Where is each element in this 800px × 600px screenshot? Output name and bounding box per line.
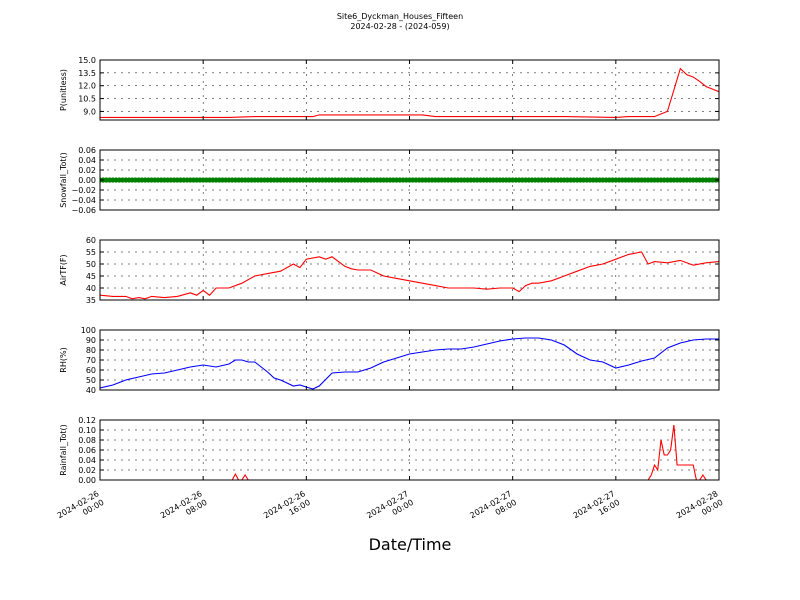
- y-axis-label: RH(%): [59, 347, 68, 372]
- y-tick-label: 0.04: [78, 156, 96, 165]
- y-tick-label: 0.00: [78, 176, 96, 185]
- y-tick-label: 0.02: [78, 166, 96, 175]
- series-line: [100, 251, 719, 300]
- y-tick-label: 0.00: [78, 476, 96, 485]
- y-tick-label: 40: [86, 284, 96, 293]
- y-tick-label: −0.04: [71, 196, 96, 205]
- y-tick-label: 100: [81, 326, 96, 335]
- series-markers: [100, 177, 719, 183]
- y-tick-label: 0.12: [78, 416, 96, 425]
- y-tick-label: 0.06: [78, 146, 96, 155]
- panel-5: 0.120.100.080.060.040.020.00 Rainfall_Tot…: [59, 416, 720, 485]
- panel-2: 0.060.040.020.00−0.02−0.04−0.06Snowfall_…: [59, 146, 720, 215]
- y-tick-label: 13.5: [78, 69, 96, 78]
- chart-subtitle: 2024-02-28 - (2024-059): [350, 22, 449, 31]
- y-tick-label: 0.08: [78, 436, 96, 445]
- y-tick-label: 9.0: [83, 107, 96, 116]
- y-tick-label: 0.04: [78, 456, 96, 465]
- y-tick-label: 0.10: [78, 426, 96, 435]
- y-tick-label: 50: [86, 376, 96, 385]
- y-tick-label: 15.0: [78, 56, 96, 65]
- chart-title: Site6_Dyckman_Houses_Fifteen: [337, 12, 463, 21]
- series-line: [100, 424, 719, 480]
- y-tick-label: 55: [86, 248, 96, 257]
- series-line: [100, 337, 719, 390]
- y-axis-label: Rainfall_Tot(): [59, 424, 68, 476]
- y-tick-label: 10.5: [78, 95, 96, 104]
- y-tick-label: −0.06: [71, 206, 96, 215]
- y-tick-label: 50: [86, 260, 96, 269]
- y-tick-label: 35: [86, 296, 96, 305]
- y-tick-label: 0.06: [78, 446, 96, 455]
- y-tick-label: 60: [86, 366, 96, 375]
- y-tick-label: 40: [86, 386, 96, 395]
- y-tick-label: 0.02: [78, 466, 96, 475]
- y-axis-label: AirTF(F): [59, 254, 68, 285]
- y-tick-label: 12.0: [78, 82, 96, 91]
- y-axis-label: P(unitless): [59, 69, 68, 111]
- y-tick-label: 70: [86, 356, 96, 365]
- panel-1: 15.0 13.5 12.0 10.5 9.0 P(unitless): [59, 56, 720, 121]
- y-axis-label: Snowfall_Tot(): [59, 152, 68, 208]
- panel-3: 60 55 50 45 40 35 AirTF(F): [59, 236, 720, 305]
- x-axis-title: Date/Time: [369, 535, 452, 554]
- y-tick-label: 60: [86, 236, 96, 245]
- y-tick-label: 90: [86, 336, 96, 345]
- panels: 15.013.512.010.59.0P(unitless)0.060.040.…: [59, 56, 720, 485]
- y-tick-label: 45: [86, 272, 96, 281]
- y-tick-label: 80: [86, 346, 96, 355]
- y-tick-label: −0.02: [71, 186, 96, 195]
